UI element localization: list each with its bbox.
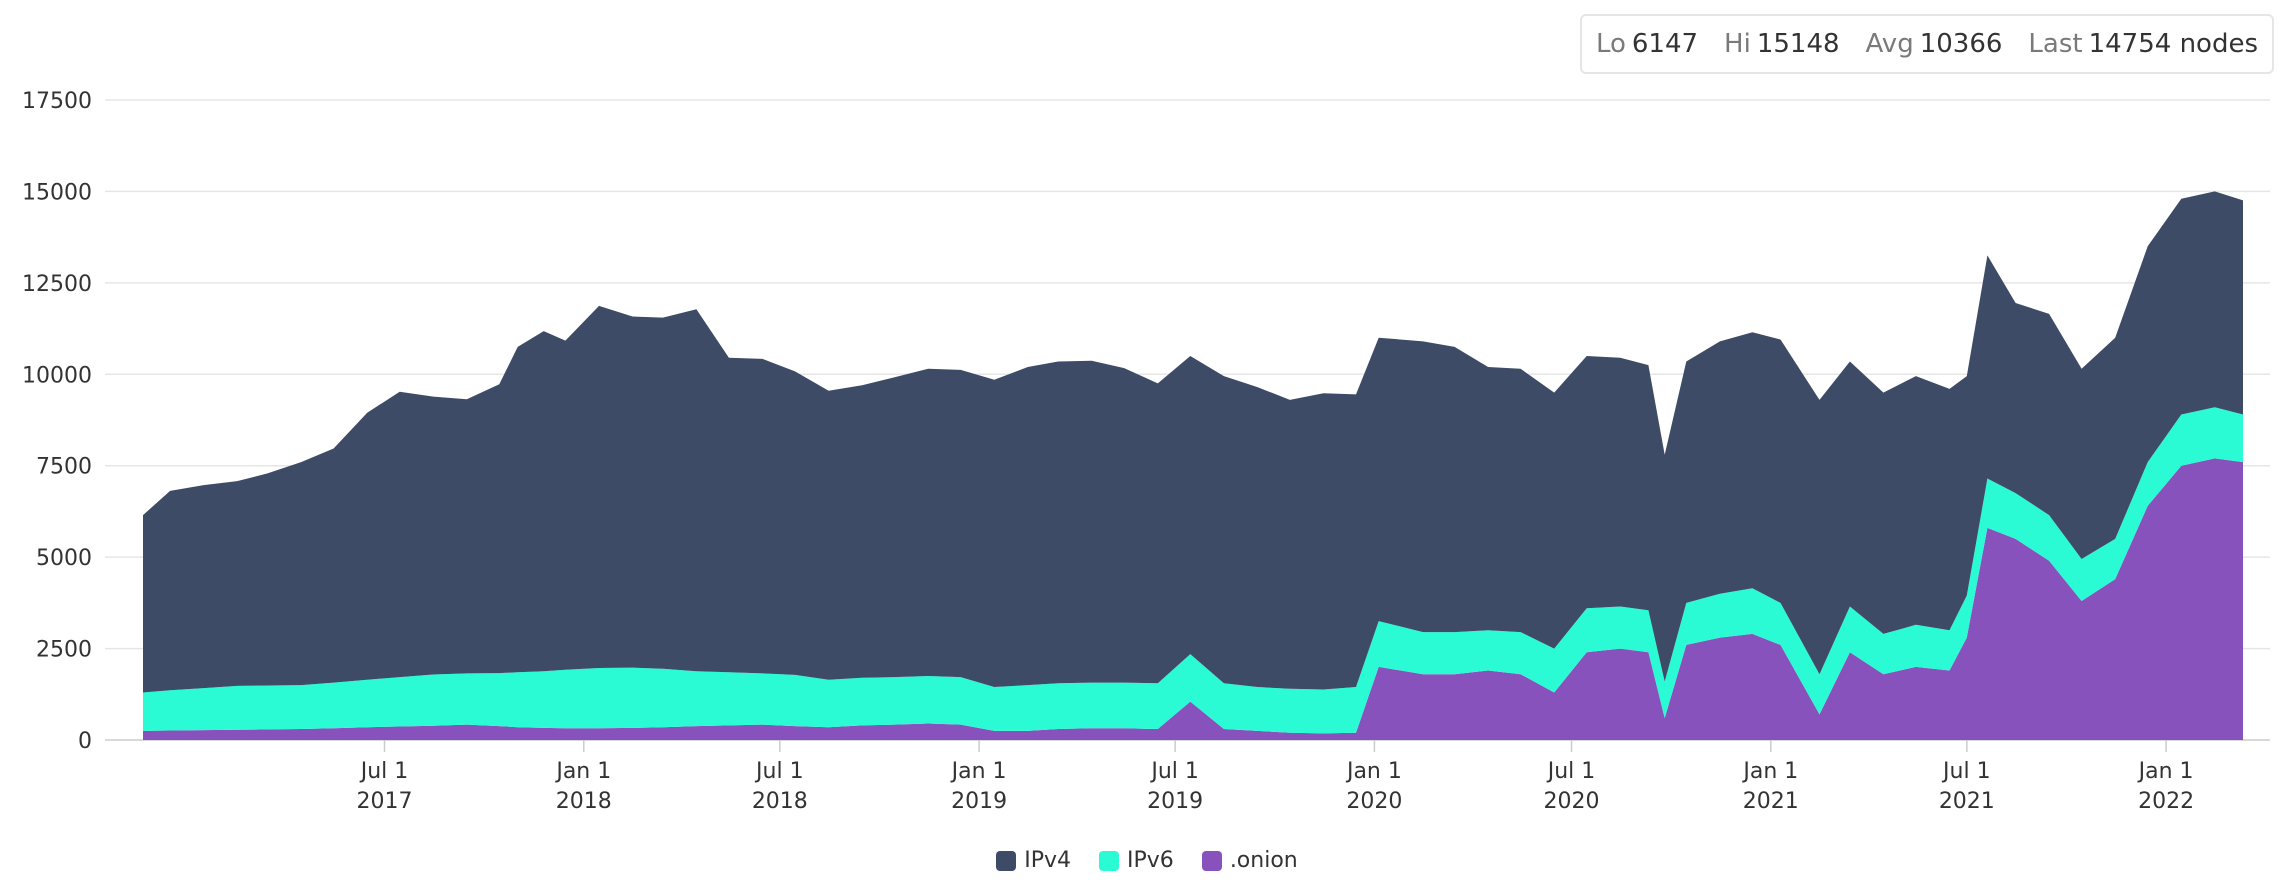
- x-axis: Jul 1 2017 Jan 1 2018 Jul 1 2018 Jan 1 2019 Jul …: [357, 740, 2194, 814]
- legend-item-ipv4[interactable]: IPv4: [996, 848, 1071, 873]
- y-tick-label: 12500: [22, 272, 92, 297]
- y-tick-label: 15000: [22, 180, 92, 205]
- stat-hi-value: 15148: [1756, 29, 1840, 59]
- x-tick-label: Jul 1: [754, 759, 804, 784]
- legend-swatch: [1099, 850, 1120, 871]
- x-tick-year: 2021: [1743, 789, 1799, 814]
- x-tick-year: 2021: [1939, 789, 1995, 814]
- stat-lo: Lo 6147: [1596, 29, 1698, 59]
- legend-swatch: [1201, 850, 1222, 871]
- stat-avg: Avg 10366: [1866, 29, 2003, 59]
- stat-avg-value: 10366: [1919, 29, 2003, 59]
- legend: IPv4 IPv6 .onion: [0, 848, 2294, 873]
- legend-label: IPv4: [1024, 848, 1072, 873]
- legend-swatch: [996, 850, 1017, 871]
- x-tick-year: 2022: [2138, 789, 2194, 814]
- x-tick-year: 2020: [1346, 789, 1402, 814]
- x-tick-year: 2019: [1147, 789, 1203, 814]
- y-axis: 0 2500 5000 7500 10000 12500 15000 17500: [22, 89, 92, 754]
- x-tick-label: Jan 1: [950, 759, 1007, 784]
- x-tick-label: Jul 1: [1941, 759, 1991, 784]
- y-tick-label: 2500: [36, 638, 92, 663]
- stat-hi-label: Hi: [1724, 29, 1751, 59]
- x-tick-label: Jan 1: [554, 759, 611, 784]
- y-tick-label: 10000: [22, 363, 92, 388]
- legend-label: .onion: [1229, 848, 1298, 873]
- series-areas: [143, 191, 2243, 740]
- stat-hi: Hi 15148: [1724, 29, 1840, 59]
- legend-item-ipv6[interactable]: IPv6: [1099, 848, 1174, 873]
- legend-item-onion[interactable]: .onion: [1201, 848, 1298, 873]
- area-ipv4[interactable]: [143, 191, 2243, 693]
- stat-lo-value: 6147: [1631, 29, 1699, 59]
- legend-label: IPv6: [1127, 848, 1174, 873]
- area-ipv6[interactable]: [143, 407, 2243, 734]
- x-tick-label: Jan 1: [1345, 759, 1402, 784]
- area-onion[interactable]: [143, 458, 2243, 740]
- y-tick-label: 7500: [36, 455, 92, 480]
- x-tick-year: 2019: [951, 789, 1007, 814]
- stat-last-value: 14754 nodes: [2088, 29, 2258, 59]
- stat-avg-label: Avg: [1865, 29, 1914, 59]
- y-tick-label: 5000: [36, 546, 92, 571]
- x-tick-label: Jul 1: [1546, 759, 1596, 784]
- x-tick-year: 2020: [1544, 789, 1600, 814]
- y-tick-label: 0: [78, 729, 92, 754]
- x-tick-label: Jan 1: [1741, 759, 1798, 784]
- x-tick-label: Jul 1: [1149, 759, 1199, 784]
- x-tick-label: Jan 1: [2137, 759, 2194, 784]
- y-tick-label: 17500: [22, 89, 92, 114]
- x-tick-label: Jul 1: [359, 759, 409, 784]
- x-tick-year: 2017: [357, 789, 413, 814]
- stat-lo-label: Lo: [1595, 29, 1626, 59]
- stat-last: Last 14754 nodes: [2028, 29, 2258, 59]
- stat-last-label: Last: [2028, 29, 2083, 59]
- x-tick-year: 2018: [556, 789, 612, 814]
- x-tick-year: 2018: [752, 789, 808, 814]
- stats-box: Lo 6147 Hi 15148 Avg 10366 Last 14754 nodes: [1579, 14, 2274, 74]
